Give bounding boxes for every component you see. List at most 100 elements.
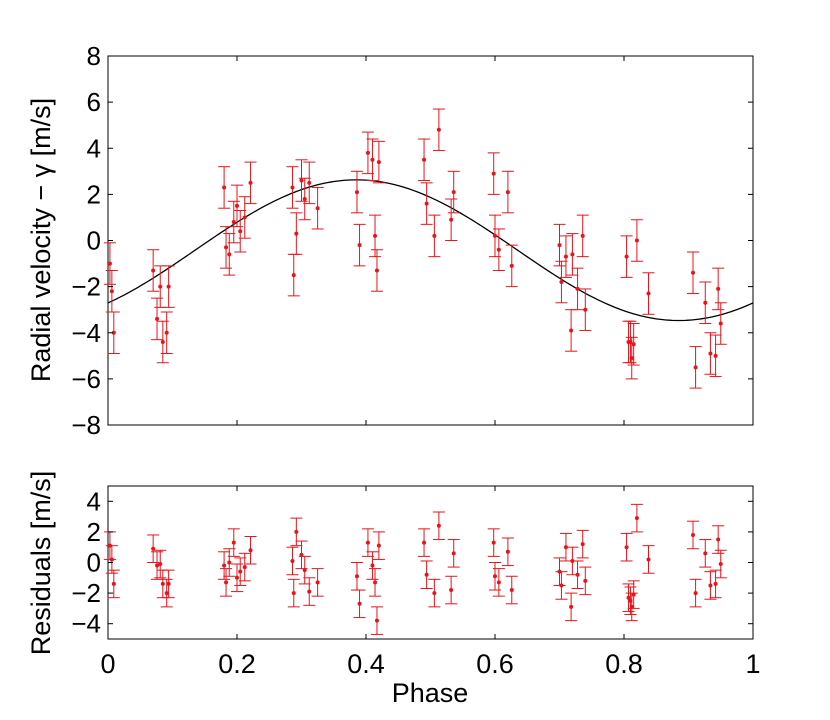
rv-point — [303, 161, 316, 205]
rv-marker — [505, 190, 510, 195]
rv-marker — [227, 252, 232, 257]
residual-marker — [693, 591, 698, 596]
residual-marker — [422, 540, 427, 545]
residual-point — [218, 551, 231, 580]
residual-marker — [708, 583, 713, 588]
residual-point — [445, 575, 458, 605]
rv-point — [298, 177, 311, 221]
rv-marker — [496, 247, 501, 252]
residual-point — [420, 560, 433, 590]
rv-point — [295, 159, 308, 202]
rv-point — [687, 251, 700, 295]
rv-point — [311, 186, 324, 230]
residual-point — [627, 580, 640, 609]
rv-y-tick-label: −4 — [71, 318, 101, 348]
rv-marker — [307, 180, 312, 185]
rv-y-tick-label: 6 — [87, 87, 101, 117]
rv-point — [370, 249, 383, 292]
rv-marker — [365, 150, 370, 155]
rv-point — [350, 170, 363, 214]
residual-point — [630, 503, 643, 533]
rv-marker — [291, 273, 296, 278]
residual-marker — [111, 581, 116, 586]
residual-marker — [231, 540, 236, 545]
rv-marker — [449, 217, 454, 222]
residual-marker — [624, 545, 629, 550]
rv-marker — [357, 243, 362, 248]
residual-marker — [238, 569, 243, 574]
residual-marker — [691, 532, 696, 537]
residual-marker — [373, 580, 378, 585]
rv-point — [579, 288, 592, 331]
residual-point — [231, 563, 243, 593]
rv-marker — [451, 190, 456, 195]
residual-marker — [451, 551, 456, 556]
residual-marker — [291, 591, 296, 596]
residual-marker — [703, 551, 708, 556]
rv-marker — [563, 254, 568, 259]
rv-point — [103, 242, 116, 285]
residual-y-tick-label: −4 — [71, 609, 101, 639]
rv-y-tick-label: −2 — [71, 272, 101, 302]
rv-point — [160, 311, 173, 355]
residual-point — [620, 532, 633, 562]
residual-point — [565, 592, 578, 622]
residual-marker — [302, 568, 307, 573]
residual-point — [622, 583, 635, 612]
rv-point — [487, 152, 500, 195]
rv-marker — [703, 300, 708, 305]
rv-point — [107, 311, 120, 355]
residuals-plot-frame — [107, 485, 754, 640]
rv-marker — [354, 190, 359, 195]
residual-point — [418, 528, 431, 557]
residual-marker — [424, 572, 429, 577]
rv-point — [553, 223, 566, 267]
rv-marker — [242, 215, 247, 220]
rv-marker — [151, 268, 156, 273]
residual-point — [107, 569, 120, 599]
x-tick-label: 0.8 — [605, 649, 643, 679]
rv-marker — [436, 127, 441, 132]
residual-marker — [164, 591, 169, 596]
rv-marker — [491, 171, 496, 176]
residual-point — [287, 578, 300, 608]
residual-marker — [629, 604, 634, 609]
residual-marker — [222, 563, 227, 568]
rv-point — [372, 140, 385, 184]
rv-point — [227, 200, 240, 244]
rv-marker — [248, 180, 253, 185]
rv-marker — [629, 356, 634, 361]
residual-marker — [151, 546, 156, 551]
rv-marker — [373, 233, 378, 238]
residual-marker — [376, 543, 381, 548]
residual-marker — [631, 592, 636, 597]
rv-point — [162, 265, 175, 308]
residual-marker — [634, 516, 639, 521]
rv-marker — [166, 284, 171, 289]
rv-marker — [160, 339, 165, 344]
residual-point — [238, 552, 251, 582]
rv-marker — [713, 353, 718, 358]
residual-marker — [626, 595, 631, 600]
rv-marker — [570, 252, 575, 257]
rv-point — [492, 228, 505, 271]
residual-point — [559, 532, 572, 562]
rv-point — [501, 170, 514, 214]
rv-marker — [509, 263, 514, 268]
rv-point — [447, 170, 460, 214]
rv-point — [576, 214, 589, 258]
x-tick-label: 0.4 — [347, 649, 385, 679]
rv-y-tick-label: 8 — [87, 41, 101, 71]
rv-marker — [155, 316, 160, 321]
residual-marker — [432, 591, 437, 596]
residual-marker — [166, 581, 171, 586]
x-tick-label: 0 — [100, 649, 115, 679]
residual-marker — [357, 601, 362, 606]
rv-y-tick-label: 4 — [87, 133, 101, 163]
residual-data-points — [103, 503, 727, 635]
residual-marker — [718, 562, 723, 567]
rv-marker — [111, 330, 116, 335]
residual-marker — [299, 552, 304, 557]
